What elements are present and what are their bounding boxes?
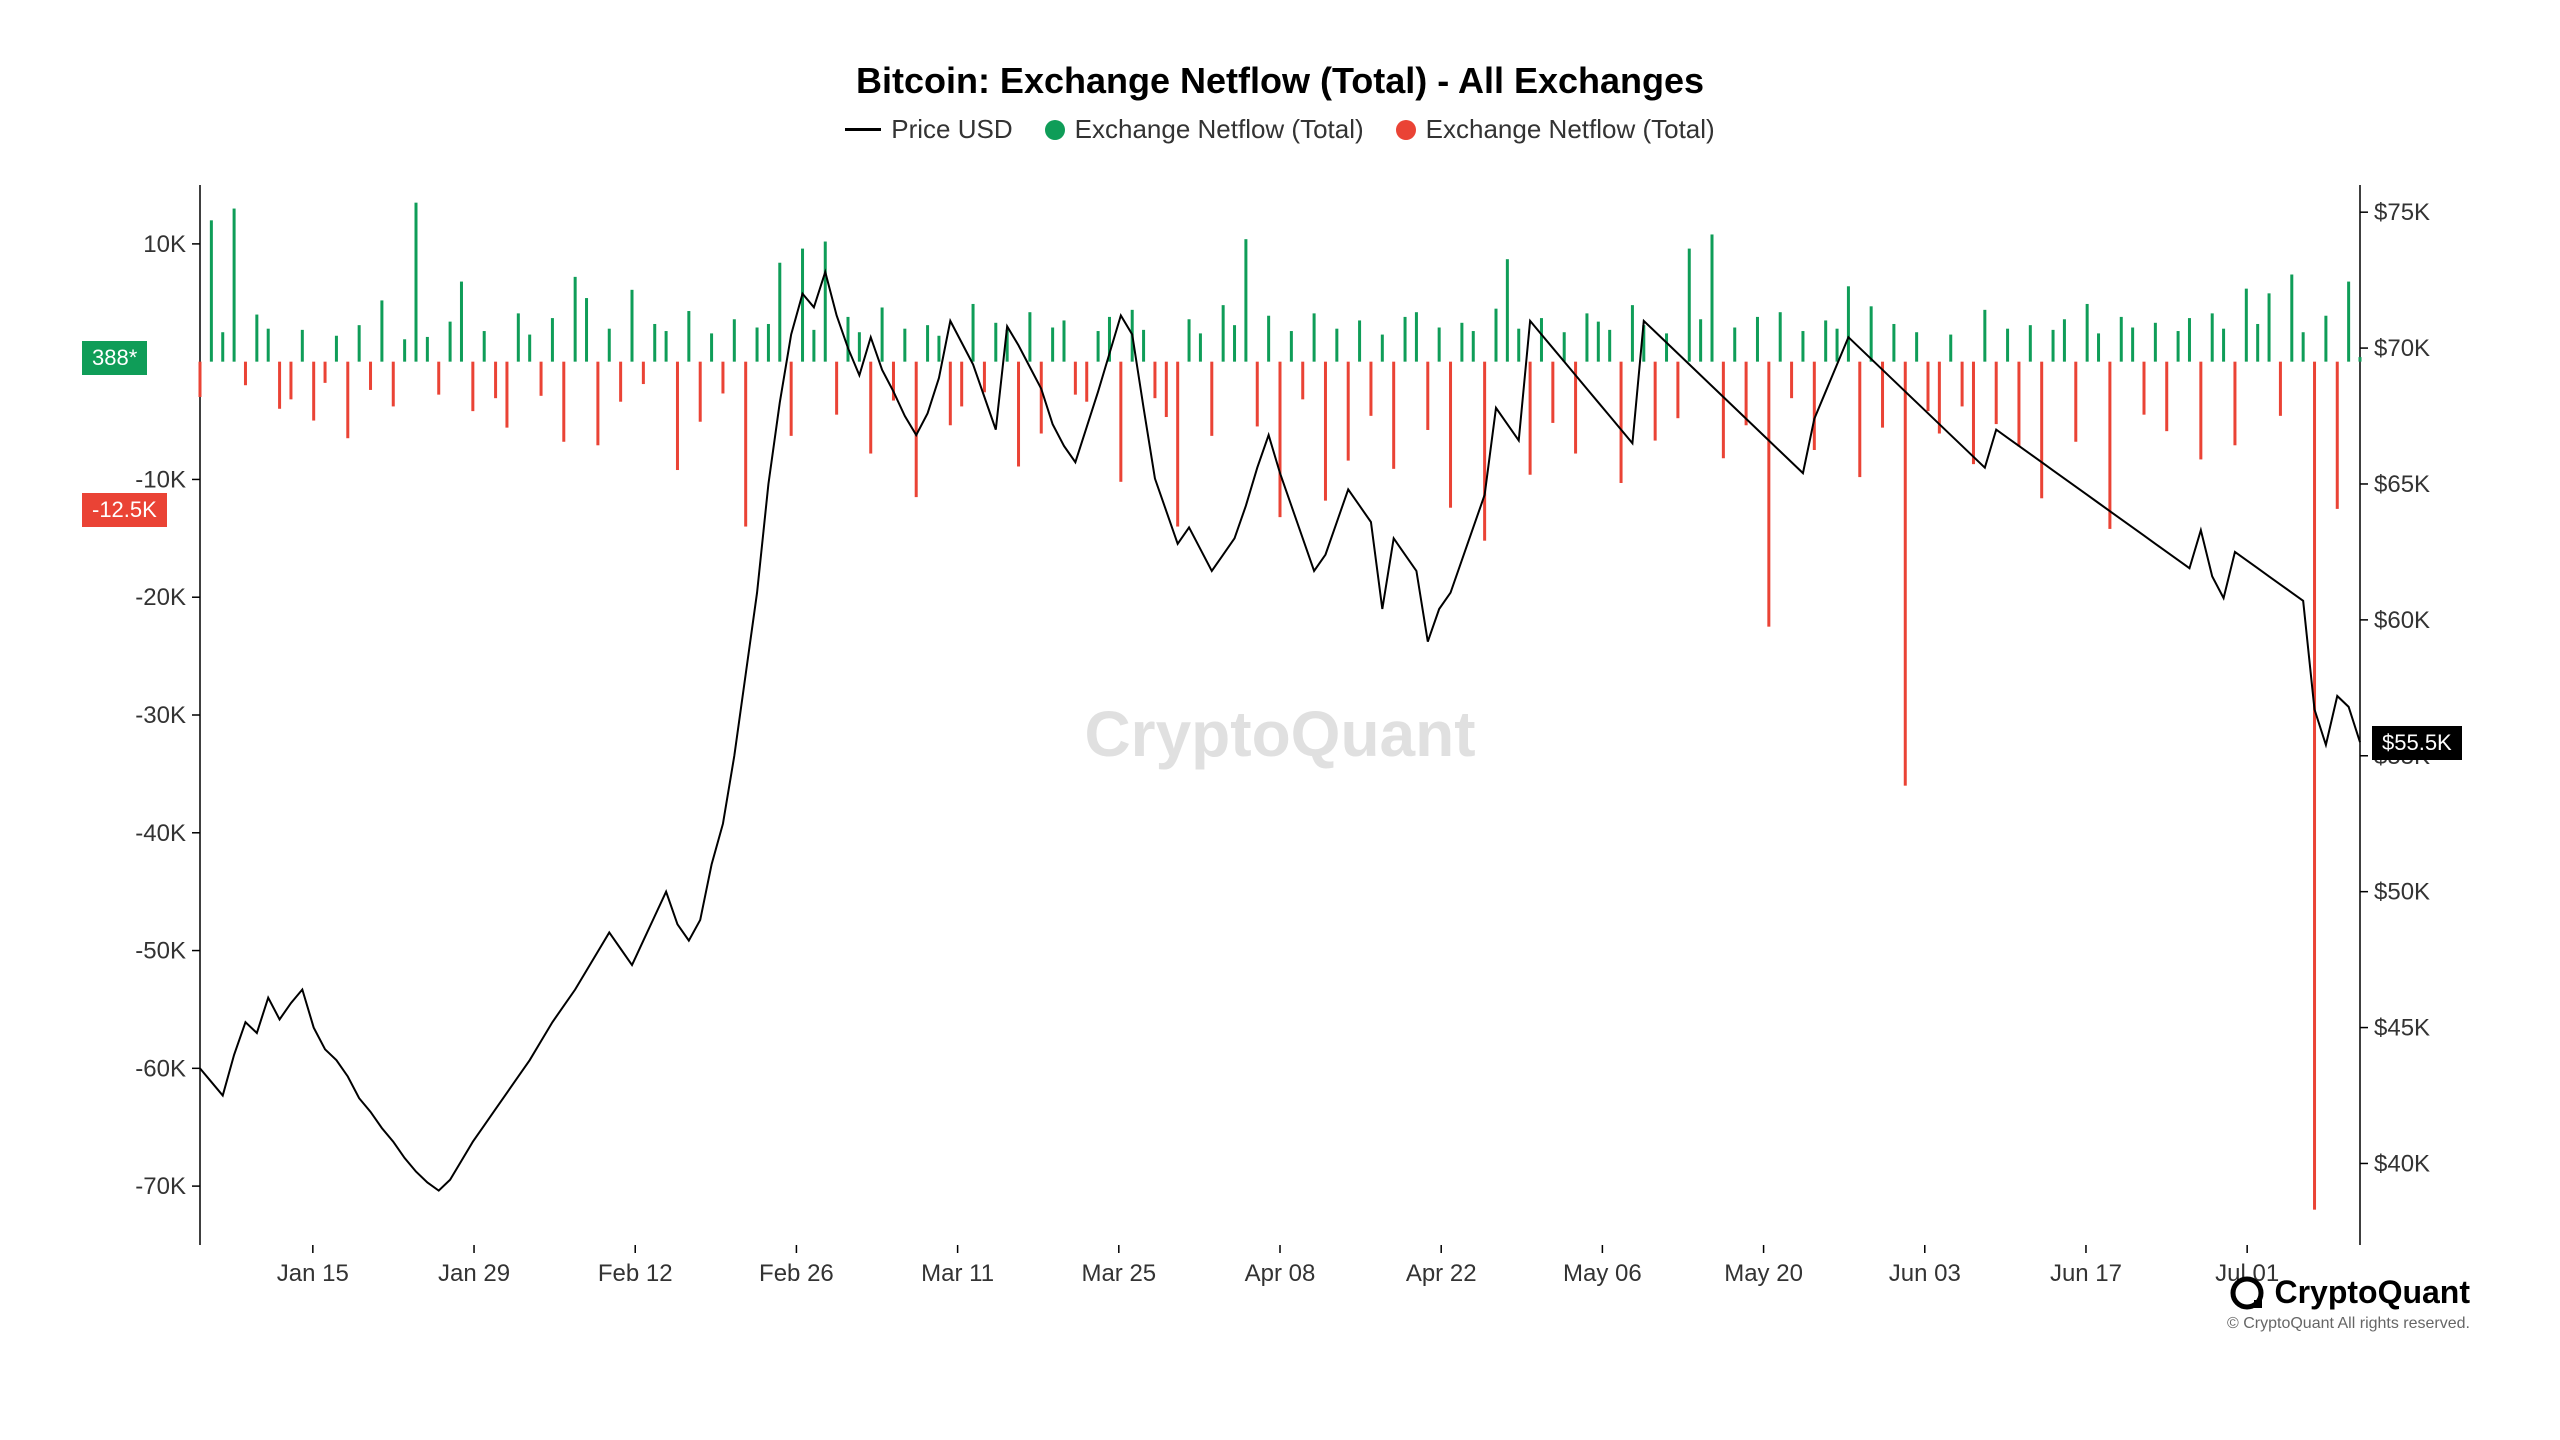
legend-dot-green-icon bbox=[1045, 120, 1065, 140]
svg-text:-60K: -60K bbox=[135, 1055, 186, 1082]
svg-text:Jan 15: Jan 15 bbox=[277, 1260, 349, 1287]
svg-text:-50K: -50K bbox=[135, 938, 186, 965]
svg-text:$65K: $65K bbox=[2374, 471, 2430, 498]
svg-text:$70K: $70K bbox=[2374, 335, 2430, 362]
svg-text:Apr 08: Apr 08 bbox=[1245, 1260, 1316, 1287]
chart-title: Bitcoin: Exchange Netflow (Total) - All … bbox=[856, 60, 1704, 102]
legend: Price USD Exchange Netflow (Total) Excha… bbox=[845, 114, 1714, 145]
legend-label-neg: Exchange Netflow (Total) bbox=[1426, 114, 1715, 145]
legend-item-pos: Exchange Netflow (Total) bbox=[1045, 114, 1364, 145]
svg-text:Mar 11: Mar 11 bbox=[921, 1260, 994, 1287]
svg-text:Feb 26: Feb 26 bbox=[759, 1260, 834, 1287]
badge-green: 388* bbox=[82, 341, 147, 375]
legend-item-neg: Exchange Netflow (Total) bbox=[1396, 114, 1715, 145]
svg-text:Jun 17: Jun 17 bbox=[2050, 1260, 2122, 1287]
svg-text:$50K: $50K bbox=[2374, 879, 2430, 906]
svg-text:Apr 22: Apr 22 bbox=[1406, 1260, 1477, 1287]
svg-text:$40K: $40K bbox=[2374, 1150, 2430, 1177]
legend-label-price: Price USD bbox=[891, 114, 1012, 145]
badge-red: -12.5K bbox=[82, 493, 167, 527]
svg-text:-10K: -10K bbox=[135, 466, 186, 493]
svg-text:10K: 10K bbox=[143, 231, 186, 258]
chart-area: 10K -10K -20K -30K -40K -50K -60K -70K $75K $70K $… bbox=[70, 165, 2490, 1325]
legend-dot-red-icon bbox=[1396, 120, 1416, 140]
svg-text:-20K: -20K bbox=[135, 584, 186, 611]
svg-text:May 20: May 20 bbox=[1724, 1260, 1803, 1287]
brand-name: CryptoQuant bbox=[2274, 1274, 2470, 1311]
svg-text:$60K: $60K bbox=[2374, 607, 2430, 634]
svg-text:May 06: May 06 bbox=[1563, 1260, 1642, 1287]
legend-item-price: Price USD bbox=[845, 114, 1012, 145]
brand-icon bbox=[2230, 1276, 2264, 1310]
legend-label-pos: Exchange Netflow (Total) bbox=[1075, 114, 1364, 145]
brand-copyright: © CryptoQuant All rights reserved. bbox=[2227, 1315, 2470, 1333]
brand-block: CryptoQuant © CryptoQuant All rights res… bbox=[2227, 1274, 2470, 1333]
brand-logo: CryptoQuant bbox=[2230, 1274, 2470, 1311]
chart-svg: 10K -10K -20K -30K -40K -50K -60K -70K $75K $70K $… bbox=[70, 165, 2490, 1325]
svg-text:Jun 03: Jun 03 bbox=[1889, 1260, 1961, 1287]
badge-black: $55.5K bbox=[2372, 726, 2462, 760]
svg-text:-70K: -70K bbox=[135, 1173, 186, 1200]
svg-text:$45K: $45K bbox=[2374, 1015, 2430, 1042]
svg-text:-30K: -30K bbox=[135, 702, 186, 729]
svg-text:Jan 29: Jan 29 bbox=[438, 1260, 510, 1287]
svg-text:-40K: -40K bbox=[135, 820, 186, 847]
svg-text:Feb 12: Feb 12 bbox=[598, 1260, 673, 1287]
svg-text:Mar 25: Mar 25 bbox=[1081, 1260, 1156, 1287]
svg-text:$75K: $75K bbox=[2374, 199, 2430, 226]
legend-line-icon bbox=[845, 128, 881, 131]
